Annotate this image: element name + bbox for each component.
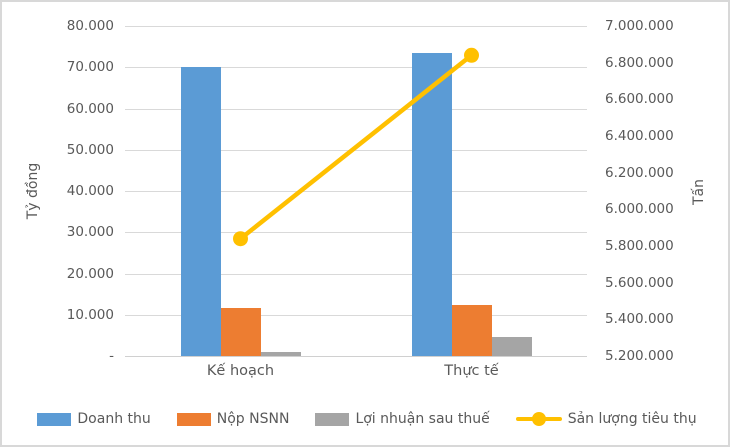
bar-nop-nsnn: [220, 307, 261, 356]
left-axis-title: Tỷ đồng: [25, 162, 41, 220]
bar-loi-nhuan-sau-thue: [260, 351, 301, 356]
legend-item-doanh-thu: Doanh thu: [37, 411, 151, 427]
legend-label: Sản lượng tiêu thụ: [567, 411, 697, 427]
left-axis-tick-label: 70.000: [66, 59, 114, 76]
legend-swatch-nop-nsnn: [176, 412, 211, 426]
right-axis-tick-label: 5.800.000: [605, 238, 674, 254]
x-axis-line: [125, 356, 587, 357]
left-axis-tick-label: 10.000: [66, 306, 114, 323]
left-axis-tick-label: 40.000: [66, 183, 114, 199]
gridline: [125, 26, 587, 27]
x-axis-category-label: Kế hoạch: [206, 363, 275, 379]
left-axis-tick-label: 50.000: [66, 141, 114, 158]
left-axis-tick-label: 80.000: [66, 18, 114, 34]
legend-swatch-doanh-thu: [37, 412, 72, 426]
legend-line-marker-san-luong-tieu-thu: [515, 411, 562, 427]
legend-dot: [531, 412, 546, 426]
right-axis-tick-label: 6.800.000: [605, 54, 674, 71]
legend-label: Nộp NSNN: [216, 411, 290, 427]
right-axis-tick-label: 6.000.000: [605, 201, 674, 218]
bar-doanh-thu: [180, 67, 221, 357]
legend-item-nop-nsnn: Nộp NSNN: [176, 411, 290, 427]
left-axis-tick-label: 60.000: [66, 100, 114, 117]
right-axis-tick-label: 6.600.000: [605, 91, 674, 108]
bar-loi-nhuan-sau-thue: [491, 337, 532, 356]
legend-label: Lợi nhuận sau thuế: [355, 411, 490, 427]
gridline: [125, 273, 587, 275]
legend-item-san-luong-tieu-thu: Sản lượng tiêu thụ: [515, 411, 697, 427]
legend-swatch-loi-nhuan-sau-thue: [315, 412, 350, 426]
x-axis-category-label: Thực tế: [444, 363, 499, 379]
left-axis-tick-label: 30.000: [66, 224, 114, 241]
chart-legend: Doanh thu Nộp NSNN Lợi nhuận sau thuế Sản l…: [2, 405, 728, 433]
legend-label: Doanh thu: [77, 411, 151, 427]
gridline: [125, 314, 587, 316]
right-axis-title: Tấn: [691, 178, 707, 206]
left-axis-tick-label: -: [109, 348, 114, 364]
right-axis-tick-label: 5.200.000: [605, 348, 674, 364]
right-axis-tick-label: 5.600.000: [605, 274, 674, 291]
right-axis-tick-label: 5.400.000: [605, 311, 674, 328]
legend-item-loi-nhuan-sau-thue: Lợi nhuận sau thuế: [315, 411, 490, 427]
right-axis-tick-label: 6.200.000: [605, 164, 674, 181]
right-axis-tick-label: 6.400.000: [605, 128, 674, 144]
bar-nop-nsnn: [451, 305, 492, 356]
right-axis-tick-label: 7.000.000: [605, 18, 674, 34]
left-axis-tick-label: 20.000: [66, 265, 114, 282]
